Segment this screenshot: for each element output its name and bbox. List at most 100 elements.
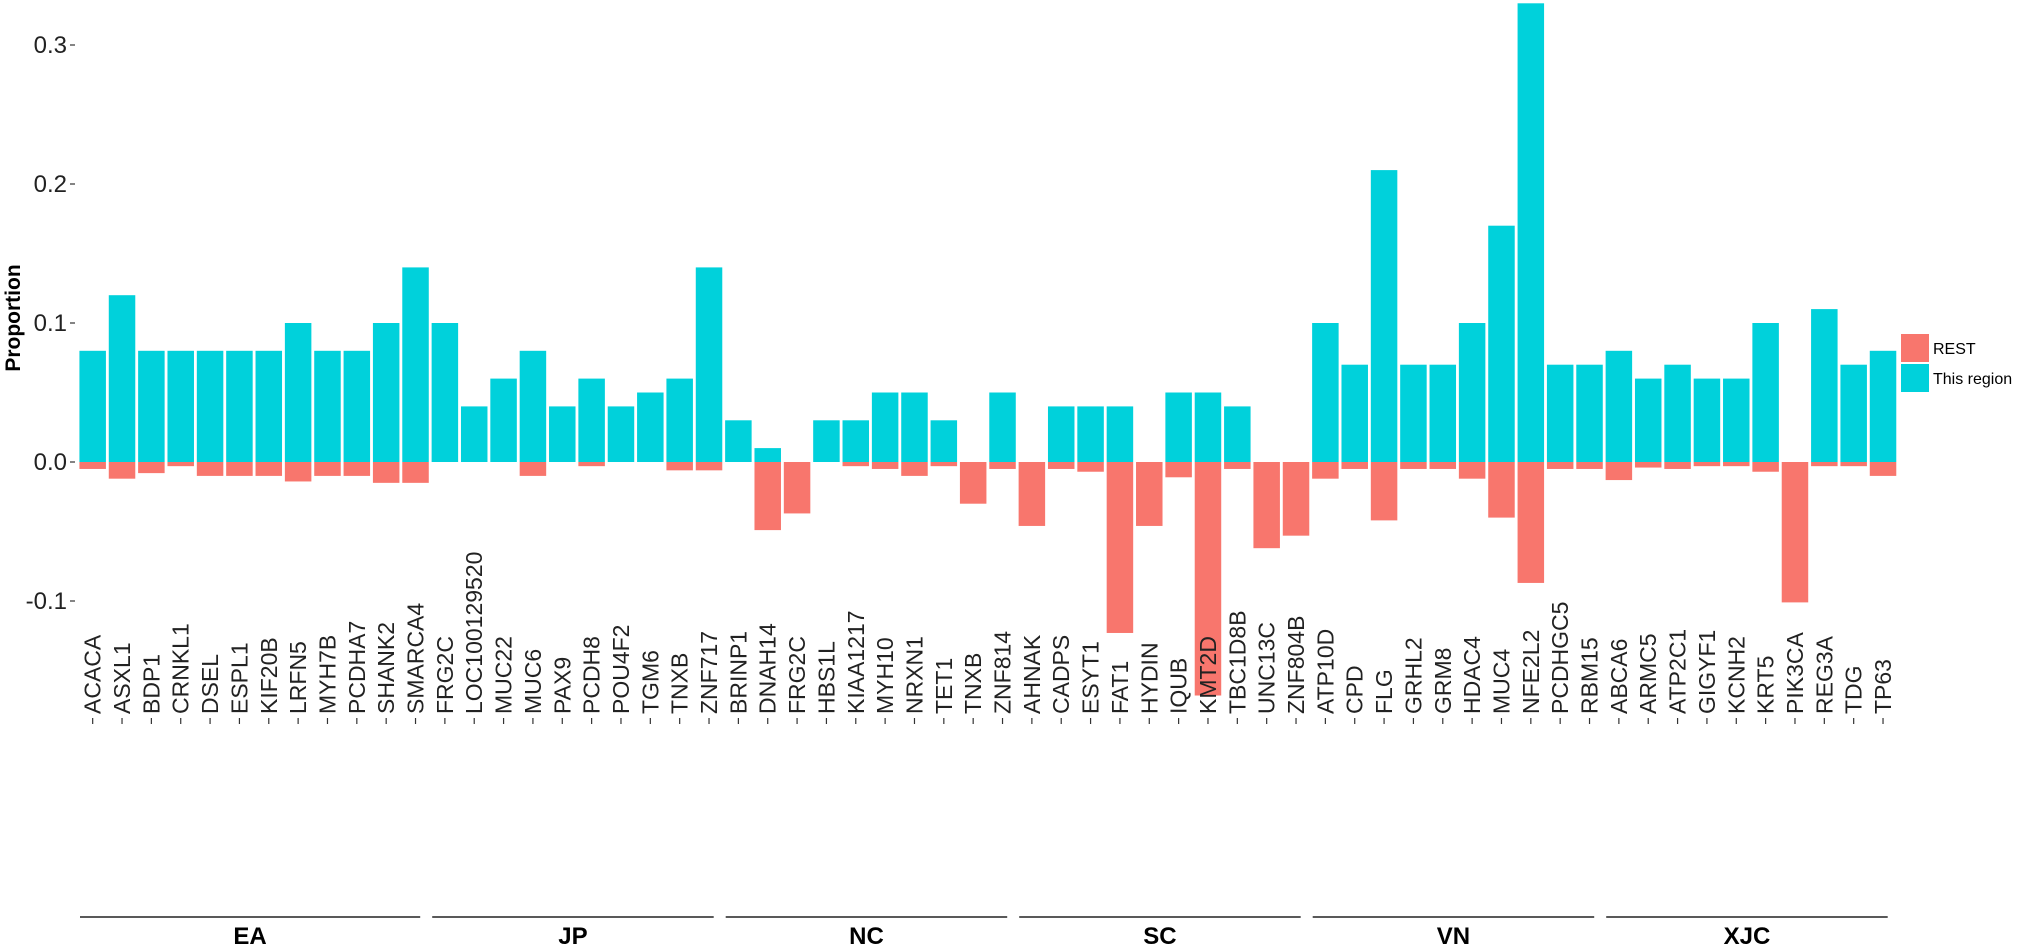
bar-this-region-cpd <box>1341 364 1368 462</box>
bar-rest-kcnh2 <box>1723 462 1750 467</box>
x-tick-label: PIK3CA <box>1782 632 1808 714</box>
bar-this-region-gigyf1 <box>1693 378 1721 462</box>
bar-rest-frg2c <box>783 462 811 514</box>
legend-label: This region <box>1933 371 2012 388</box>
x-tick-label: LOC100129520 <box>461 552 487 714</box>
bar-rest-smarca4 <box>402 462 429 483</box>
bar-rest-tbc1d8b <box>1224 462 1251 469</box>
bar-this-region-kiaa1217 <box>842 420 870 462</box>
x-tick-label: FAT1 <box>1107 661 1133 714</box>
bar-this-region-atp10d <box>1312 323 1339 462</box>
bar-rest-kmt2d <box>1194 462 1222 696</box>
x-tick-label: CADPS <box>1048 635 1074 714</box>
y-axis: 0.3 0.2 0.1 0.0 -0.1 <box>26 32 75 615</box>
x-tick-label: BDP1 <box>138 654 164 714</box>
bar-this-region-pou4f2 <box>607 406 635 462</box>
bar-this-region-myh10 <box>871 392 899 462</box>
legend-swatch <box>1901 364 1929 392</box>
bar-rest-pcdhgc5 <box>1546 462 1574 469</box>
bar-rest-cadps <box>1047 462 1075 469</box>
x-axis-labels: ACACA ASXL1 BDP1 CRNKL1 DSEL ESPL1 KIF20B LRFN5… <box>80 552 1896 724</box>
x-tick-label: TDG <box>1841 665 1867 714</box>
bar-this-region-tp63 <box>1869 350 1897 462</box>
x-tick-label: ASXL1 <box>109 642 135 714</box>
bar-rest-nrxn1 <box>901 462 928 476</box>
region-group-label: EA <box>233 923 266 947</box>
y-tick-label: 0.3 <box>34 32 67 59</box>
x-tick-label: KRT5 <box>1753 656 1779 714</box>
x-tick-label: TET1 <box>931 658 957 714</box>
bar-this-region-reg3a <box>1811 309 1838 462</box>
x-tick-label: FRG2C <box>432 636 458 714</box>
x-tick-label: DNAH14 <box>755 623 781 714</box>
x-tick-label: ATP10D <box>1312 629 1338 714</box>
x-tick-label: TP63 <box>1870 659 1896 714</box>
x-tick-label: PCDH8 <box>579 636 605 714</box>
x-tick-label: RBM15 <box>1577 637 1603 714</box>
y-tick-label: 0.0 <box>34 449 67 476</box>
bar-this-region-nrxn1 <box>901 392 928 462</box>
bar-this-region-lrfn5 <box>284 323 312 462</box>
x-tick-label: IQUB <box>1166 658 1192 714</box>
bar-rest-shank2 <box>372 462 400 483</box>
x-tick-label: TNXB <box>960 653 986 714</box>
bar-rest-unc13c <box>1253 462 1280 549</box>
x-tick-label: ZNF717 <box>696 631 722 714</box>
bar-this-region-acaca <box>79 350 106 462</box>
bar-rest-ahnak <box>1018 462 1046 526</box>
bar-this-region-shank2 <box>372 323 400 462</box>
bar-this-region-grm8 <box>1429 364 1457 462</box>
bar-this-region-loc100129520 <box>460 406 488 462</box>
x-tick-label: MYH7B <box>314 635 340 714</box>
bar-this-region-muc4 <box>1488 225 1515 462</box>
bar-rest-fat1 <box>1106 462 1134 633</box>
bar-this-region-tgm6 <box>637 392 664 462</box>
bar-rest-pcdh8 <box>578 462 605 467</box>
bar-rest-tnxb <box>666 462 693 471</box>
bar-this-region-tet1 <box>930 420 958 462</box>
bar-this-region-myh7b <box>314 350 341 462</box>
x-tick-label: HYDIN <box>1136 642 1162 714</box>
x-tick-label: AHNAK <box>1019 634 1045 714</box>
bar-this-region-kmt2d <box>1194 392 1222 462</box>
x-tick-label: NRXN1 <box>901 636 927 714</box>
legend-label: REST <box>1933 341 1976 358</box>
legend-swatch <box>1901 334 1929 362</box>
x-tick-label: CRNKL1 <box>168 623 194 714</box>
bar-this-region-crnkl1 <box>167 350 194 462</box>
bar-this-region-flg <box>1370 170 1398 462</box>
bar-rest-cpd <box>1341 462 1368 469</box>
bar-rest-iqub <box>1165 462 1192 478</box>
bar-this-region-hbs1l <box>813 420 840 462</box>
bar-rest-armc5 <box>1634 462 1662 468</box>
bar-this-region-pcdh8 <box>578 378 605 462</box>
x-tick-label: SMARCA4 <box>403 603 429 714</box>
x-tick-label: HDAC4 <box>1459 636 1485 714</box>
x-tick-label: GIGYF1 <box>1694 630 1720 714</box>
bar-rest-lrfn5 <box>284 462 312 482</box>
x-tick-label: ZNF814 <box>990 631 1016 714</box>
bar-this-region-kif20b <box>255 350 283 462</box>
x-tick-label: POU4F2 <box>608 625 634 714</box>
bar-this-region-frg2c <box>431 323 459 462</box>
bar-rest-espl1 <box>226 462 253 476</box>
y-axis-title: Proportion <box>2 264 25 371</box>
bar-rest-kif20b <box>255 462 283 476</box>
bar-rest-hydin <box>1136 462 1163 526</box>
x-tick-label: LRFN5 <box>285 641 311 714</box>
bar-this-region-muc6 <box>519 350 547 462</box>
bar-this-region-espl1 <box>226 350 253 462</box>
bar-this-region-pax9 <box>549 406 576 462</box>
bar-this-region-pcdhgc5 <box>1546 364 1574 462</box>
bar-rest-asxl1 <box>108 462 136 479</box>
bar-rest-tnxb <box>959 462 987 504</box>
x-tick-label: ATP2C1 <box>1665 629 1691 714</box>
region-groups: EA JP NC SC VN XJC <box>80 916 1888 947</box>
x-tick-label: HBS1L <box>813 641 839 714</box>
bar-this-region-abca6 <box>1605 350 1633 462</box>
bar-rest-dnah14 <box>754 462 781 531</box>
bar-this-region-bdp1 <box>138 350 165 462</box>
region-group-label: NC <box>849 923 884 947</box>
bar-rest-kiaa1217 <box>842 462 870 467</box>
bar-rest-pik3ca <box>1781 462 1809 603</box>
